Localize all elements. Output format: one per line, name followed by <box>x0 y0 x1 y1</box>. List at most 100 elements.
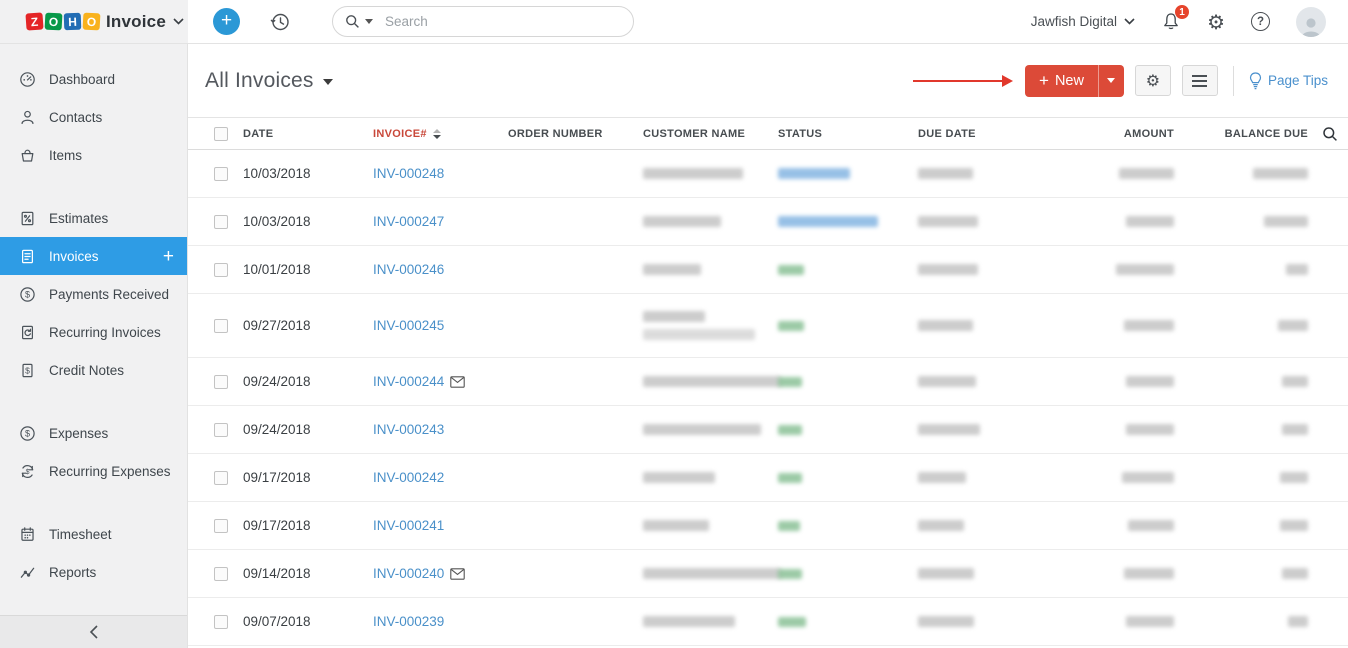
sidebar-item-estimates[interactable]: Estimates + <box>0 199 187 237</box>
expenses-icon: $ <box>19 425 36 442</box>
table-row[interactable]: 09/24/2018 INV-000244 <box>188 358 1348 406</box>
row-checkbox[interactable] <box>214 422 228 437</box>
sidebar-item-label: Timesheet <box>49 526 112 542</box>
invoice-date: 10/03/2018 <box>243 214 311 229</box>
column-header-date[interactable]: DATE <box>243 127 274 140</box>
list-view-menu-icon[interactable] <box>1181 65 1218 96</box>
org-switcher[interactable]: Jawfish Digital <box>1031 14 1135 29</box>
invoice-link[interactable]: INV-000240 <box>373 566 445 581</box>
view-selector[interactable]: All Invoices <box>205 69 333 93</box>
invoice-link[interactable]: INV-000243 <box>373 422 445 437</box>
invoice-link[interactable]: INV-000246 <box>373 262 445 277</box>
sidebar-item-credit-notes[interactable]: $ Credit Notes + <box>0 351 187 389</box>
search-scope-caret-icon[interactable] <box>365 19 373 24</box>
sidebar-item-label: Contacts <box>49 109 103 125</box>
product-switcher-chevron-icon[interactable] <box>173 18 184 25</box>
redacted-customer-name <box>643 616 735 627</box>
table-search-icon[interactable] <box>1322 126 1338 142</box>
row-checkbox[interactable] <box>214 614 228 629</box>
new-invoice-button[interactable]: + New <box>1025 64 1124 97</box>
column-header-amount[interactable]: AMOUNT <box>1123 127 1174 140</box>
list-settings-gear-icon[interactable]: ⚙ <box>1134 65 1171 96</box>
sidebar-item-items[interactable]: Items + <box>0 136 187 174</box>
column-header-customer-name[interactable]: CUSTOMER NAME <box>643 127 746 140</box>
sidebar-item-dashboard[interactable]: Dashboard + <box>0 60 187 98</box>
row-checkbox[interactable] <box>214 566 228 581</box>
table-row[interactable]: 09/27/2018 INV-000245 <box>188 294 1348 358</box>
sidebar-item-contacts[interactable]: Contacts + <box>0 98 187 136</box>
row-checkbox[interactable] <box>214 262 228 277</box>
invoice-date: 10/01/2018 <box>243 262 311 277</box>
column-header-status[interactable]: STATUS <box>778 127 823 140</box>
invoice-link[interactable]: INV-000242 <box>373 470 445 485</box>
invoice-link[interactable]: INV-000241 <box>373 518 445 533</box>
invoice-link[interactable]: INV-000239 <box>373 614 445 629</box>
table-row[interactable]: 09/17/2018 INV-000241 <box>188 502 1348 550</box>
table-row[interactable]: 09/14/2018 INV-000240 <box>188 550 1348 598</box>
recent-history-icon[interactable] <box>268 10 292 34</box>
invoice-link[interactable]: INV-000247 <box>373 214 445 229</box>
invoice-date: 10/03/2018 <box>243 166 311 181</box>
column-header-balance-due[interactable]: BALANCE DUE <box>1224 127 1308 140</box>
row-checkbox[interactable] <box>214 318 228 333</box>
row-checkbox[interactable] <box>214 374 228 389</box>
select-all-checkbox[interactable] <box>214 126 228 141</box>
redacted-balance-due <box>1288 616 1308 627</box>
header-divider <box>1232 65 1234 96</box>
svg-text:$: $ <box>26 468 30 475</box>
redacted-amount <box>1126 216 1174 227</box>
sidebar-item-label: Recurring Expenses <box>49 463 171 479</box>
user-avatar[interactable] <box>1296 6 1326 37</box>
table-row[interactable]: 09/17/2018 INV-000242 <box>188 454 1348 502</box>
table-row[interactable]: 09/24/2018 INV-000243 <box>188 406 1348 454</box>
sort-icon[interactable] <box>432 128 441 139</box>
row-checkbox[interactable] <box>214 214 228 229</box>
search-input[interactable] <box>385 14 621 29</box>
global-search[interactable] <box>332 6 634 37</box>
invoice-link[interactable]: INV-000245 <box>373 318 445 333</box>
emailed-envelope-icon <box>450 567 466 580</box>
page-tips-button[interactable]: Page Tips <box>1249 71 1328 90</box>
sidebar-quick-add-plus-icon[interactable]: + <box>162 245 174 267</box>
sidebar-collapse-button[interactable] <box>0 615 187 648</box>
sidebar-item-payments-received[interactable]: $ Payments Received + <box>0 275 187 313</box>
sidebar-item-timesheet[interactable]: Timesheet + <box>0 515 187 553</box>
sidebar-item-recurring-expenses[interactable]: $ Recurring Expenses + <box>0 452 187 490</box>
table-row[interactable]: 10/03/2018 INV-000247 <box>188 198 1348 246</box>
emailed-envelope-icon <box>450 375 466 388</box>
notification-badge: 1 <box>1174 4 1191 20</box>
redacted-due-date <box>918 376 976 387</box>
redacted-balance-due <box>1282 376 1308 387</box>
notifications-bell-icon[interactable]: 1 <box>1161 4 1191 32</box>
sidebar-item-expenses[interactable]: $ Expenses + <box>0 414 187 452</box>
column-header-invoice[interactable]: INVOICE# <box>373 127 427 140</box>
sidebar-item-label: Payments Received <box>49 286 170 302</box>
quick-create-button[interactable]: + <box>213 8 240 35</box>
redacted-status <box>778 376 802 387</box>
redacted-balance-due <box>1282 424 1308 435</box>
dashboard-icon <box>19 71 36 88</box>
sidebar-item-recurring-invoices[interactable]: Recurring Invoices + <box>0 313 187 351</box>
invoice-link[interactable]: INV-000248 <box>373 166 445 181</box>
invoice-date: 09/07/2018 <box>243 614 311 629</box>
sidebar-item-label: Items <box>49 147 83 163</box>
settings-gear-icon[interactable]: ⚙ <box>1207 9 1225 34</box>
redacted-customer-name <box>643 168 743 179</box>
row-checkbox[interactable] <box>214 166 228 181</box>
row-checkbox[interactable] <box>214 518 228 533</box>
payments-icon: $ <box>19 286 36 303</box>
column-header-due-date[interactable]: DUE DATE <box>918 127 976 140</box>
sidebar: Dashboard + Contacts + Items + Estimates… <box>0 44 188 648</box>
column-header-order-number[interactable]: ORDER NUMBER <box>508 127 603 140</box>
new-button-dropdown[interactable] <box>1097 64 1124 97</box>
table-row[interactable]: 09/07/2018 INV-000239 <box>188 598 1348 646</box>
invoice-link[interactable]: INV-000244 <box>373 374 445 389</box>
table-row[interactable]: 10/01/2018 INV-000246 <box>188 246 1348 294</box>
sidebar-item-reports[interactable]: Reports + <box>0 553 187 591</box>
product-name: Invoice <box>106 11 166 31</box>
table-row[interactable]: 10/03/2018 INV-000248 <box>188 150 1348 198</box>
help-icon[interactable]: ? <box>1251 12 1270 31</box>
row-checkbox[interactable] <box>214 470 228 485</box>
redacted-amount <box>1124 568 1174 579</box>
sidebar-item-invoices[interactable]: Invoices + <box>0 237 187 275</box>
